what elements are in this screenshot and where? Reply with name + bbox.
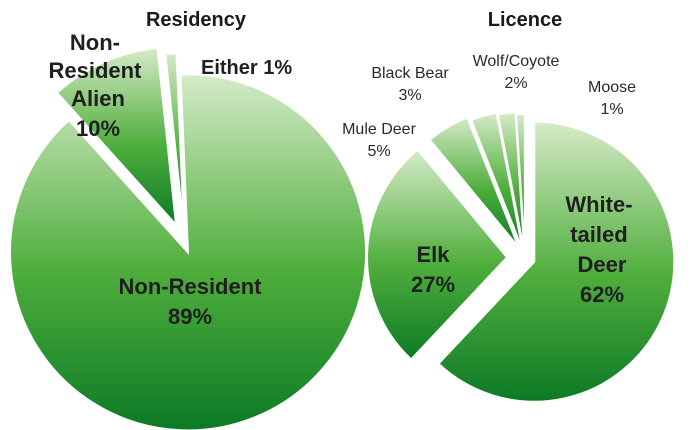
label-black-bear: Black Bear [371,65,449,82]
residency-slice-either [164,52,185,232]
value-white-tailed-deer: 62% [580,282,624,307]
residency-slice-non-resident [9,73,368,430]
licence-slice-moose [515,113,526,255]
label-white-tailed-deer: White- tailed Deer [565,192,638,277]
label-either: Either 1% [201,57,292,79]
licence-slice-elk [366,148,509,361]
label-non-resident-alien: Non- Resident Alien [48,30,147,111]
licence-slice-wolf-coyote [496,111,526,253]
value-non-resident-alien: 10% [76,116,120,141]
label-moose: Moose [588,79,636,96]
residency-slice-non-resident-alien [55,46,178,228]
licence-slice-mule-deer [428,116,520,249]
value-mule-deer: 5% [367,143,390,160]
licence-chart: Licence White- tailed Deer 62% Elk 27% M… [342,9,676,403]
value-wolf-coyote: 2% [504,75,527,92]
licence-slice-black-bear [469,111,524,251]
residency-title: Residency [146,9,247,31]
label-non-resident: Non-Resident [119,274,263,299]
label-mule-deer: Mule Deer [342,121,416,138]
licence-title: Licence [488,9,562,31]
label-wolf-coyote: Wolf/Coyote [473,53,560,70]
value-elk: 27% [411,272,455,297]
value-moose: 1% [600,101,623,118]
licence-slice-white-tailed-deer [437,120,676,403]
value-black-bear: 3% [398,87,421,104]
residency-chart: Residency Non-Resident 89% Non- Resident… [9,9,368,430]
label-elk: Elk [416,242,450,267]
value-non-resident: 89% [168,304,212,329]
